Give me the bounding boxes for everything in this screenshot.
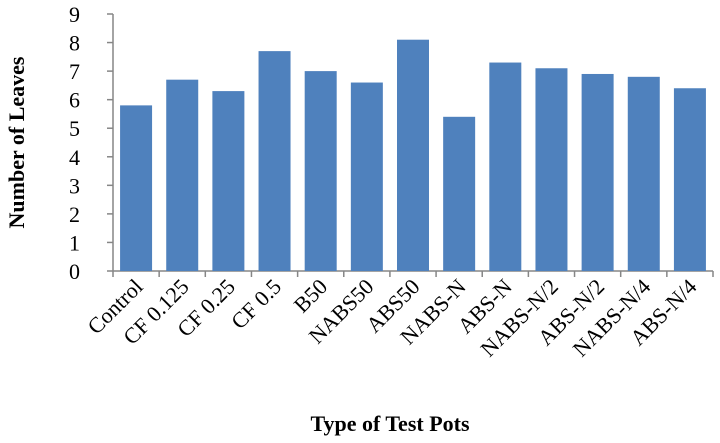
y-axis-title: Number of Leaves [4, 56, 29, 228]
x-axis-title: Type of Test Pots [310, 411, 470, 436]
bar [350, 82, 383, 272]
y-tick-label: 1 [69, 230, 80, 255]
bar [627, 76, 660, 271]
y-tick-label: 3 [69, 173, 80, 198]
bar [489, 62, 522, 271]
y-tick-label: 8 [69, 31, 80, 56]
bar [304, 71, 337, 271]
x-tick-label: CF 0.5 [226, 274, 286, 334]
bar [673, 88, 706, 271]
plot-area [107, 13, 714, 277]
bar [581, 73, 614, 271]
y-tick-label: 6 [69, 88, 80, 113]
bar [443, 116, 476, 271]
bar [212, 91, 245, 271]
bar [397, 39, 429, 272]
y-tick-label: 5 [69, 116, 80, 141]
bar [258, 51, 291, 271]
y-tick-label: 2 [69, 202, 80, 227]
y-tick-labels: 0 1 2 3 4 5 6 7 8 9 [69, 2, 80, 284]
bar [166, 79, 199, 271]
y-tick-label: 0 [69, 259, 80, 284]
y-tick-label: 4 [69, 145, 80, 170]
bar [535, 68, 568, 271]
y-tick-label: 9 [69, 2, 80, 27]
bar [120, 105, 153, 271]
y-tick-label: 7 [69, 59, 80, 84]
